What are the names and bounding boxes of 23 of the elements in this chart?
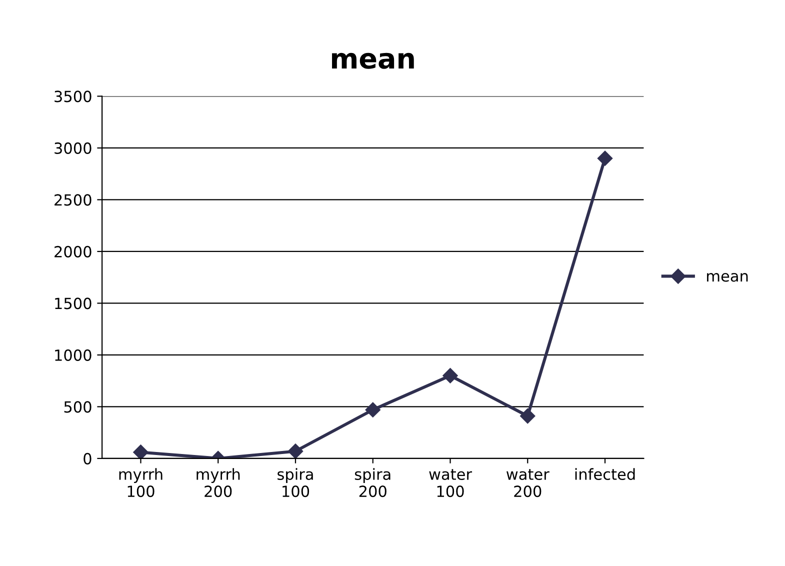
y-tick-label: 2000 [54,246,92,258]
y-tick-label: 0 [84,452,92,464]
y-tick-label: 2500 [54,194,92,206]
x-tick-label: infected [575,468,635,480]
x-tick-label: spira 200 [354,468,390,498]
x-tick-label: spira 100 [278,468,313,498]
legend-label: mean [707,273,748,282]
point [442,368,458,384]
x-tick-label: myrrh 200 [196,468,240,498]
x-tick-label: water 200 [506,469,550,498]
x-tick-label: water 100 [429,469,472,498]
point [365,402,380,418]
y-tick-label: 3000 [54,142,92,154]
point [133,444,148,458]
point [288,444,304,458]
y-tick-label: 3500 [54,90,92,102]
chart-title: mean [332,52,414,69]
x-tick-label: myrrh 100 [119,468,162,498]
point [597,150,613,166]
point [520,408,536,424]
y-tick-label: 500 [64,401,92,413]
y-tick-label: 1500 [55,298,92,310]
y-tick-label: 1000 [55,349,92,361]
